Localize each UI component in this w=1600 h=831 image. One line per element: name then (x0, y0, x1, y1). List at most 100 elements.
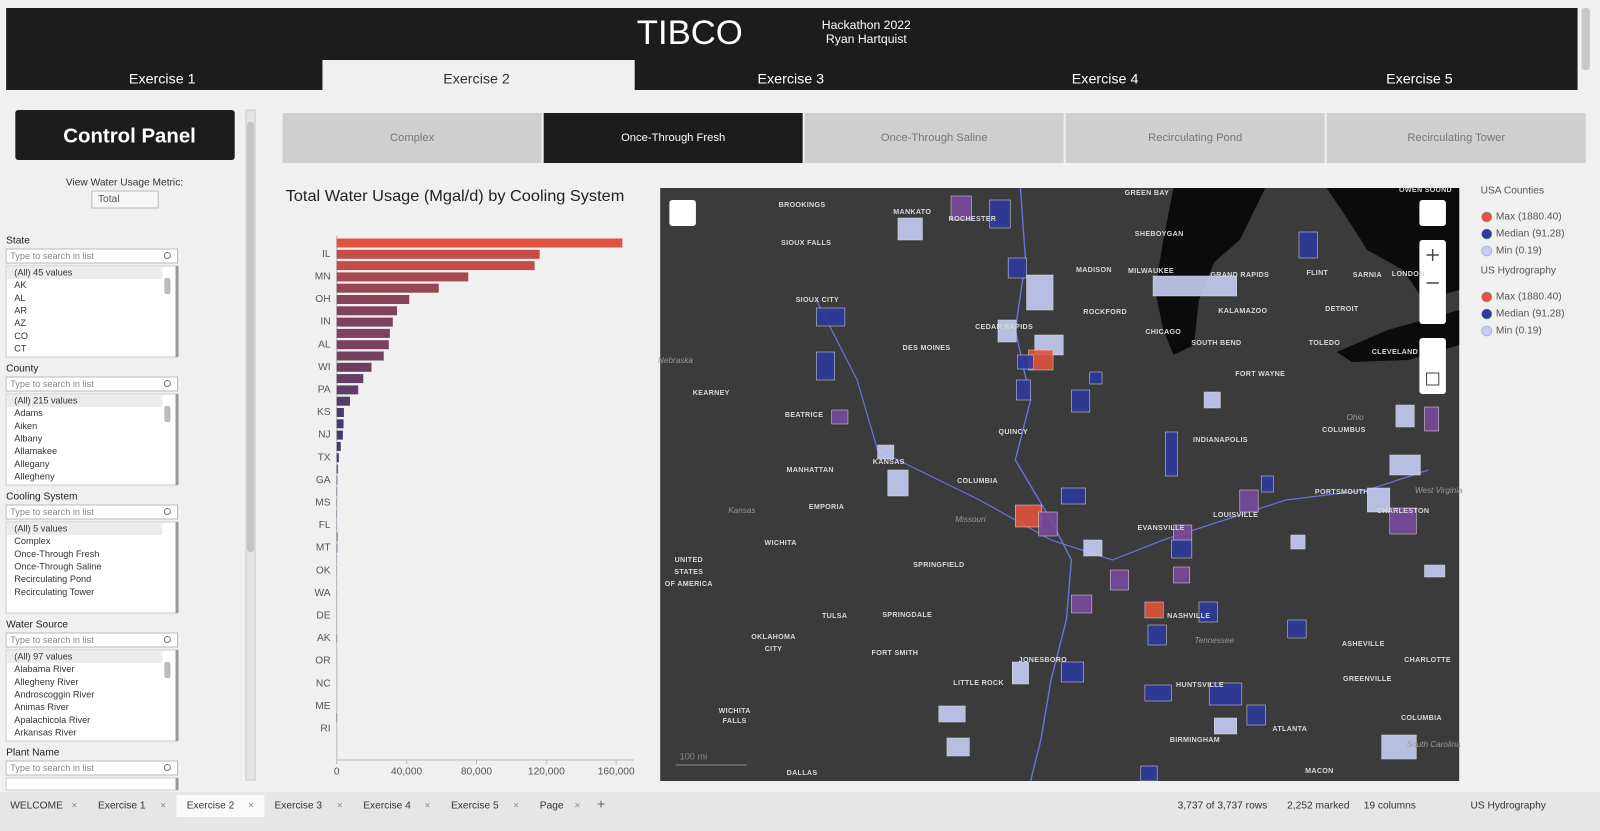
bar[interactable] (336, 419, 344, 429)
filter-item[interactable]: Adams (14, 408, 43, 418)
filter-item[interactable]: AL (14, 293, 25, 303)
county-region[interactable] (946, 737, 970, 757)
metric-dropdown[interactable] (91, 190, 159, 209)
bar[interactable] (336, 283, 439, 293)
map-search-button[interactable] (1419, 200, 1446, 226)
county-region[interactable] (1171, 539, 1193, 559)
county-region[interactable] (1290, 534, 1306, 550)
header-tab[interactable]: Exercise 4 (1072, 71, 1139, 87)
county-region[interactable] (1395, 404, 1415, 428)
county-region[interactable] (1389, 507, 1417, 535)
county-region[interactable] (1203, 391, 1221, 409)
filter-search[interactable] (5, 504, 179, 520)
county-region[interactable] (1038, 511, 1058, 537)
list-scrollbar[interactable] (164, 406, 171, 422)
filter-item[interactable]: Complex (14, 536, 51, 546)
map-layers-button[interactable] (669, 200, 696, 226)
filter-item[interactable]: (All) 97 values (14, 651, 73, 661)
filter-list[interactable] (5, 265, 179, 358)
county-region[interactable] (1152, 275, 1237, 297)
filter-list[interactable] (5, 393, 179, 486)
header-tab[interactable]: Exercise 3 (758, 71, 825, 87)
list-scrollbar[interactable] (164, 662, 171, 678)
county-region[interactable] (1016, 379, 1031, 401)
page-tab-active[interactable] (176, 795, 265, 817)
county-region[interactable] (1089, 371, 1103, 385)
page-tab[interactable]: Exercise 4 (363, 801, 411, 812)
county-region[interactable] (831, 409, 849, 425)
filter-item[interactable]: Albany (14, 434, 43, 444)
header-tab[interactable]: Exercise 1 (129, 71, 196, 87)
filter-item[interactable]: Allegany (14, 459, 50, 469)
bar[interactable] (336, 295, 410, 304)
filter-item[interactable]: AZ (14, 318, 26, 328)
filter-list[interactable] (5, 777, 179, 791)
bar[interactable] (336, 464, 338, 474)
page-scrollbar[interactable] (1581, 8, 1590, 70)
county-region[interactable] (1060, 487, 1086, 505)
filter-list[interactable] (5, 521, 179, 614)
filter-item[interactable]: Once-Through Fresh (14, 549, 99, 559)
county-region[interactable] (1389, 454, 1421, 476)
cooling-tab[interactable] (1065, 113, 1325, 163)
bar[interactable] (336, 475, 338, 485)
bar[interactable] (336, 328, 390, 338)
county-region[interactable] (1144, 601, 1164, 619)
county-region[interactable] (1011, 661, 1029, 685)
county-region[interactable] (1214, 717, 1237, 735)
county-region[interactable] (1144, 684, 1172, 702)
filter-item[interactable]: Allegheny (14, 472, 55, 482)
map[interactable] (660, 188, 1460, 781)
filter-item[interactable]: AR (14, 306, 27, 316)
filter-item[interactable]: (All) 215 values (14, 395, 78, 405)
list-scrollbar[interactable] (164, 278, 171, 294)
bar[interactable] (336, 430, 343, 440)
county-region[interactable] (1140, 765, 1158, 782)
county-region[interactable] (1298, 231, 1318, 259)
filter-item[interactable]: Androscoggin River (14, 690, 94, 700)
filter-search[interactable] (5, 760, 179, 776)
filter-item[interactable]: (All) 5 values (14, 523, 67, 533)
panel-scrollbar[interactable] (246, 122, 255, 552)
county-region[interactable] (1173, 566, 1191, 584)
county-region[interactable] (1424, 564, 1446, 578)
header-tab[interactable]: Exercise 2 (443, 71, 510, 87)
page-tab[interactable]: Page (540, 801, 564, 812)
page-tab[interactable]: Exercise 2 (187, 801, 235, 812)
county-region[interactable] (1239, 489, 1259, 513)
county-region[interactable] (887, 469, 909, 497)
county-region[interactable] (1381, 734, 1417, 760)
bar[interactable] (336, 374, 364, 384)
county-region[interactable] (816, 351, 835, 381)
bar[interactable] (336, 261, 535, 271)
bar[interactable] (336, 543, 338, 553)
tab-active[interactable] (322, 60, 635, 90)
filter-item[interactable]: Animas River (14, 702, 69, 712)
cooling-tab[interactable] (282, 113, 542, 163)
county-region[interactable] (1026, 274, 1054, 311)
bar[interactable] (336, 351, 384, 361)
filter-item[interactable]: Arkansas River (14, 728, 76, 738)
county-region[interactable] (1109, 569, 1129, 591)
bar[interactable] (336, 272, 469, 282)
bar[interactable] (336, 340, 389, 350)
county-region[interactable] (1071, 389, 1091, 413)
county-region[interactable] (1367, 487, 1391, 513)
bar[interactable] (336, 532, 338, 542)
bar[interactable] (336, 249, 540, 259)
county-region[interactable] (938, 705, 966, 723)
page-tab[interactable]: WELCOME (10, 801, 63, 812)
county-region[interactable] (1165, 431, 1178, 477)
filter-item[interactable]: Recirculating Pond (14, 574, 91, 584)
county-region[interactable] (1208, 682, 1243, 706)
filter-item[interactable]: Alabama River (14, 664, 74, 674)
cooling-tab[interactable] (804, 113, 1064, 163)
county-region[interactable] (1424, 406, 1440, 432)
county-region[interactable] (1007, 257, 1027, 279)
bar[interactable] (336, 317, 393, 327)
county-region[interactable] (1083, 539, 1103, 557)
filter-item[interactable]: Recirculating Tower (14, 587, 94, 597)
county-region[interactable] (989, 199, 1011, 229)
map-selection-tools[interactable] (1419, 338, 1446, 394)
county-region[interactable] (1015, 504, 1043, 528)
